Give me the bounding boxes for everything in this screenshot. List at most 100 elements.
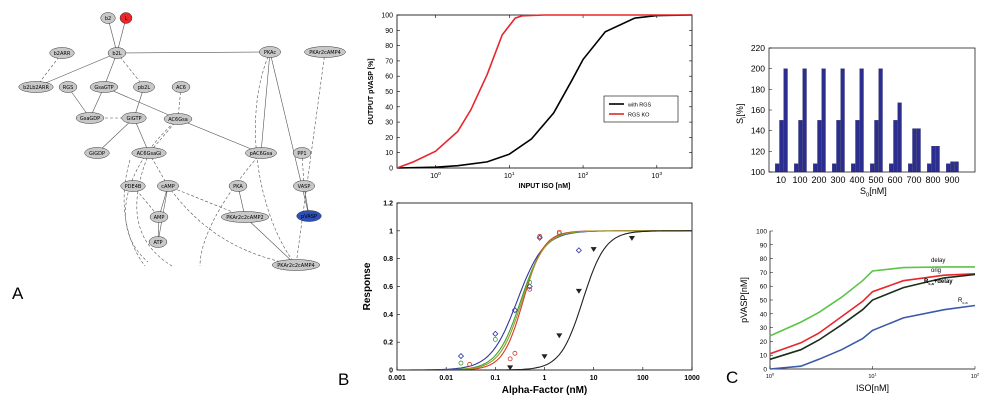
network-node-label: ATP xyxy=(153,240,162,246)
bar xyxy=(927,163,932,173)
network-node xyxy=(163,113,193,125)
data-point xyxy=(628,235,635,241)
bar xyxy=(878,68,883,173)
bar xyxy=(935,146,940,173)
y-axis-label: pVASP[nM] xyxy=(739,277,749,323)
network-node-label: pAC6Gsa xyxy=(250,151,273,157)
network-node xyxy=(89,81,119,93)
network-edge xyxy=(133,117,150,154)
bar xyxy=(840,68,845,173)
y-tick-label: 140 xyxy=(751,126,765,136)
network-node-label: AMP xyxy=(154,215,165,221)
bar xyxy=(893,120,898,173)
y-tick-label: 40 xyxy=(760,311,768,318)
y-tick-label: 0 xyxy=(389,368,393,375)
network-node xyxy=(120,180,146,192)
y-tick-label: 160 xyxy=(751,105,765,115)
data-point xyxy=(537,233,543,239)
x-tick-label: 400 xyxy=(849,175,864,185)
network-edge xyxy=(167,185,297,266)
network-node-label: GiGDP xyxy=(89,151,105,157)
bar xyxy=(821,68,826,173)
network-edge xyxy=(96,117,135,154)
y-tick-label: 120 xyxy=(751,146,765,156)
data-point xyxy=(511,307,518,314)
data-point xyxy=(556,231,562,237)
network-edge xyxy=(116,52,145,88)
y-tick-label: 60 xyxy=(385,74,393,81)
network-edge xyxy=(35,52,63,88)
y-tick-label: 1.2 xyxy=(383,201,393,208)
y-tick-label: 40 xyxy=(385,104,393,111)
x-tick-label: 1000 xyxy=(684,375,700,382)
x-tick-label: 300 xyxy=(830,175,845,185)
network-node xyxy=(271,259,321,271)
x-tick-label: 10 xyxy=(776,175,786,185)
network-node-label: b2L xyxy=(112,51,121,57)
network-edge xyxy=(125,118,179,263)
x-axis-label: S0[nM] xyxy=(860,186,887,199)
series-line xyxy=(396,14,692,169)
x-axis-label: Alpha-Factor (nM) xyxy=(502,385,588,396)
network-node xyxy=(131,147,167,159)
y-tick-label: 100 xyxy=(756,229,767,236)
bar xyxy=(832,163,837,173)
network-node xyxy=(100,12,116,24)
chart-b-bottom: 0 0.2 0.4 0.6 0.8 1 1.2 0.001 0.01 0.1 1 10 100 1000 A… xyxy=(362,201,700,397)
chart-b-top: 0 10 20 30 40 50 60 70 80 90 100 100 101 102 103 INPUT … xyxy=(368,13,693,190)
bar xyxy=(798,120,803,173)
bar xyxy=(950,161,955,173)
network-node xyxy=(259,46,281,58)
series-line xyxy=(396,14,693,169)
data-point xyxy=(527,279,533,285)
plot-frame xyxy=(396,14,693,169)
network-node-label: b2ARR xyxy=(54,51,71,57)
series-line xyxy=(769,304,976,370)
x-tick-label: 100 xyxy=(792,175,807,185)
plot-frame xyxy=(396,202,693,371)
network-node xyxy=(148,236,168,248)
x-tick-label: 102 xyxy=(578,171,589,180)
x-tick-label: 103 xyxy=(652,171,663,180)
network-node xyxy=(245,147,277,159)
chart-c-bottom: 0 10 20 30 40 50 60 70 80 90 100 100 101 102 ISO[nM] pV… xyxy=(739,229,979,394)
network-node xyxy=(296,210,322,222)
network-node xyxy=(58,81,78,93)
y-tick-label: 0 xyxy=(389,166,393,173)
network-edge xyxy=(116,17,127,54)
x-tick-label: 900 xyxy=(944,175,959,185)
y-tick-label: 180 xyxy=(751,84,765,94)
y-tick-label: 220 xyxy=(751,43,765,53)
y-tick-label: 20 xyxy=(760,339,768,346)
bar xyxy=(859,68,864,173)
series-line xyxy=(769,266,975,337)
y-axis-label: Response xyxy=(362,262,373,310)
network-node xyxy=(149,211,169,223)
data-point xyxy=(590,247,597,252)
legend-entry: with RGS xyxy=(627,103,652,109)
network-edge xyxy=(255,51,297,266)
y-tick-label: 50 xyxy=(760,298,768,305)
x-tick-label: 700 xyxy=(906,175,921,185)
y-tick-label: 30 xyxy=(760,325,768,332)
bar xyxy=(855,120,860,173)
network-edge xyxy=(295,51,326,266)
network-node xyxy=(18,81,54,93)
network-node xyxy=(84,147,110,159)
data-point xyxy=(527,286,533,292)
network-edge xyxy=(35,52,118,88)
network-node xyxy=(121,112,147,124)
network-node-label: PKAc xyxy=(264,50,277,56)
data-point xyxy=(512,350,518,356)
bar xyxy=(889,163,894,173)
x-tick-label: 102 xyxy=(971,373,979,380)
bar xyxy=(775,163,780,173)
bar xyxy=(870,163,875,173)
panel-label-c: C xyxy=(726,368,738,387)
network-node-label: b2Lb2ARR xyxy=(23,85,49,91)
network-node xyxy=(292,147,312,159)
x-tick-label: 1 xyxy=(543,375,547,382)
network-node xyxy=(157,180,179,192)
network-node-label: PKAr2cAMP4 xyxy=(309,50,341,56)
